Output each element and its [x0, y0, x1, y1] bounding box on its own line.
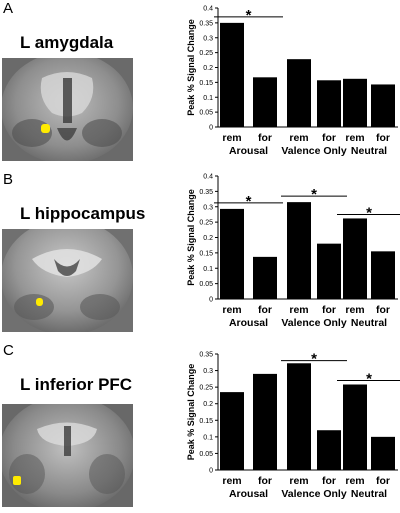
y-tick-label: 0.05 — [199, 451, 213, 458]
mri-slice-image — [2, 229, 133, 332]
panel-letter: A — [3, 0, 14, 17]
y-axis-label: Peak % Signal Change — [186, 19, 196, 116]
y-tick-label: 0.3 — [203, 35, 213, 42]
bar-label: rem — [222, 132, 241, 144]
group-label: Arousal — [229, 488, 268, 500]
bar-label: for — [258, 304, 272, 316]
group-label: Neutral — [351, 317, 387, 329]
bar-label: rem — [222, 304, 241, 316]
significance-star: * — [246, 193, 252, 210]
y-tick-label: 0.15 — [199, 418, 213, 425]
group-label: Valence Only — [281, 145, 347, 157]
bar — [287, 363, 311, 470]
y-tick-label: 0.3 — [203, 368, 213, 375]
y-tick-label: 0.25 — [199, 220, 213, 227]
y-tick-label: 0.25 — [199, 50, 213, 57]
y-tick-label: 0 — [209, 297, 213, 304]
bar-label: for — [376, 304, 390, 316]
significance-star: * — [311, 186, 317, 203]
bar — [371, 436, 395, 470]
bar — [220, 392, 244, 470]
significance-star: * — [246, 7, 252, 24]
y-tick-label: 0.4 — [203, 174, 213, 181]
region-label: L inferior PFC — [20, 375, 133, 394]
y-tick-label: 0.25 — [199, 385, 213, 392]
group-label: Valence Only — [281, 317, 347, 329]
bar-label: rem — [289, 304, 308, 316]
bar — [220, 208, 244, 299]
bar-label: for — [322, 475, 336, 487]
significance-star: * — [366, 371, 372, 388]
y-tick-label: 0.05 — [199, 281, 213, 288]
bar — [317, 430, 341, 470]
panel-a: A L amygdala Peak % Signal Change 0 0.05 0.… — [0, 0, 400, 171]
y-tick-label: 0.1 — [203, 95, 213, 102]
region-label: L amygdala — [20, 33, 114, 52]
bar-label: rem — [289, 132, 308, 144]
group-label: Neutral — [351, 145, 387, 157]
bar — [287, 59, 311, 127]
mri-slice-image — [2, 404, 133, 507]
group-label: Valence Only — [281, 488, 347, 500]
bar — [317, 243, 341, 299]
bar-label: rem — [289, 475, 308, 487]
group-label: Arousal — [229, 317, 268, 329]
y-tick-label: 0 — [209, 125, 213, 132]
bar-chart: Peak % Signal Change 0 0.05 0.1 0.15 0.2 0.25 0… — [186, 174, 400, 329]
bar-label: rem — [345, 304, 364, 316]
bar — [220, 22, 244, 127]
bar-label: for — [322, 132, 336, 144]
bar-chart: Peak % Signal Change 0 0.05 0.1 0.15 0.2 0.25 0… — [186, 351, 400, 500]
bar-label: rem — [345, 475, 364, 487]
bar-label: for — [322, 304, 336, 316]
significance-star: * — [366, 204, 372, 221]
activation-highlight — [36, 298, 43, 306]
activation-highlight — [41, 124, 50, 133]
y-tick-label: 0 — [209, 468, 213, 475]
y-tick-label: 0.3 — [203, 204, 213, 211]
bar — [371, 251, 395, 299]
mri-slice-image — [2, 58, 133, 161]
panel-letter: C — [3, 342, 14, 359]
bar-chart: Peak % Signal Change 0 0.05 0.1 0.15 0.2 0.25 0… — [186, 6, 398, 157]
bar-label: rem — [345, 132, 364, 144]
y-tick-label: 0.35 — [199, 189, 213, 196]
y-tick-label: 0.4 — [203, 6, 213, 13]
y-tick-label: 0.2 — [203, 65, 213, 72]
y-tick-label: 0.2 — [203, 235, 213, 242]
group-label: Neutral — [351, 488, 387, 500]
y-axis-label: Peak % Signal Change — [186, 189, 196, 286]
bar-label: rem — [222, 475, 241, 487]
bar — [317, 80, 341, 127]
panel-b: B L hippocampus Peak % Signal Change 0 0.0… — [0, 171, 400, 342]
bar — [287, 202, 311, 299]
y-tick-label: 0.35 — [199, 20, 213, 27]
region-label: L hippocampus — [20, 204, 146, 223]
bar — [253, 256, 277, 299]
bar-label: for — [258, 475, 272, 487]
y-tick-label: 0.15 — [199, 250, 213, 257]
bar — [343, 384, 367, 470]
bar — [253, 373, 277, 470]
y-tick-label: 0.35 — [199, 352, 213, 359]
y-tick-label: 0.15 — [199, 80, 213, 87]
y-tick-label: 0.05 — [199, 110, 213, 117]
y-tick-label: 0.1 — [203, 266, 213, 273]
bar — [343, 78, 367, 127]
significance-star: * — [311, 351, 317, 368]
group-label: Arousal — [229, 145, 268, 157]
panel-letter: B — [3, 171, 14, 188]
bar-label: for — [376, 475, 390, 487]
panel-c: C L inferior PFC Peak % Signal Change 0 0.… — [0, 342, 400, 513]
bar — [343, 218, 367, 299]
y-tick-label: 0.1 — [203, 434, 213, 441]
bar-label: for — [258, 132, 272, 144]
bar — [371, 84, 395, 127]
y-tick-label: 0.2 — [203, 401, 213, 408]
bar-label: for — [376, 132, 390, 144]
bar — [253, 77, 277, 127]
y-axis-label: Peak % Signal Change — [186, 364, 196, 461]
activation-highlight — [13, 476, 21, 485]
